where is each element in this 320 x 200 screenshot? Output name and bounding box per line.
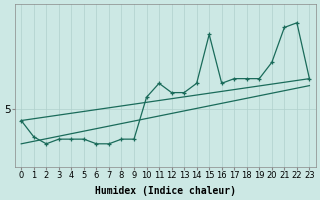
X-axis label: Humidex (Indice chaleur): Humidex (Indice chaleur) — [95, 186, 236, 196]
